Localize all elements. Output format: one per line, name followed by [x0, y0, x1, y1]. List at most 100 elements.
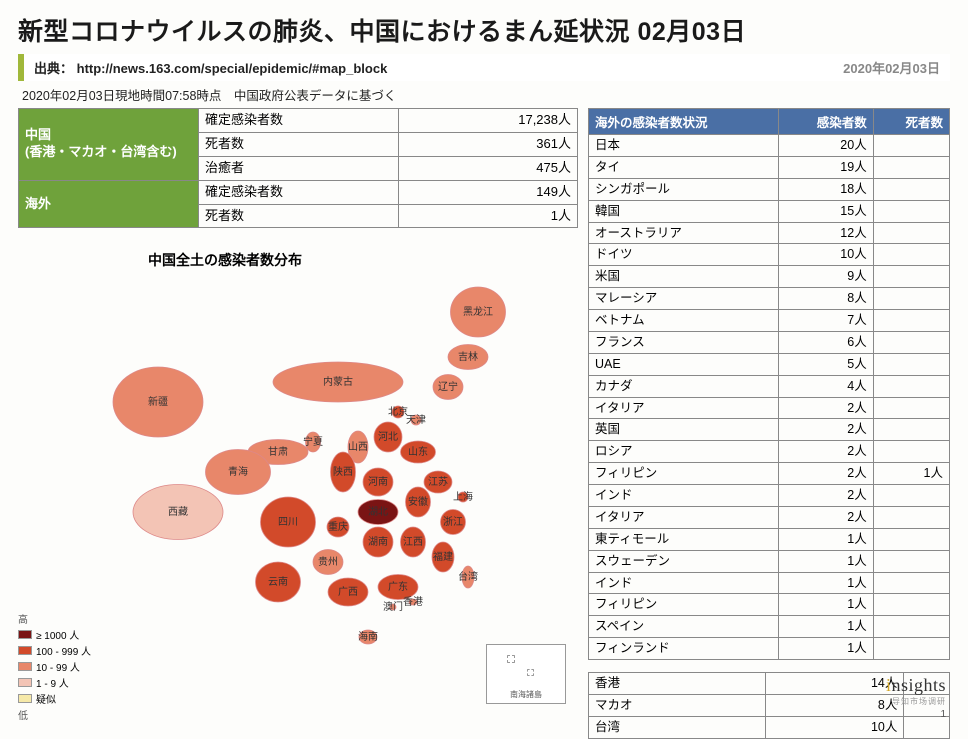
- table-row: スウェーデン1人: [589, 550, 950, 572]
- country-cell: ドイツ: [589, 244, 779, 266]
- province-江西: [401, 527, 426, 557]
- source-label: 出典：: [34, 61, 73, 76]
- province-台湾: [462, 566, 474, 588]
- province-黑龙江: [451, 287, 506, 337]
- table-row: イタリア2人: [589, 397, 950, 419]
- table-row: カナダ4人: [589, 375, 950, 397]
- deaths-cell: [873, 353, 949, 375]
- country-cell: イタリア: [589, 506, 779, 528]
- deaths-cell: [873, 375, 949, 397]
- map-inset: 南海諸島: [486, 644, 566, 704]
- legend-row: 10 - 99 人: [18, 659, 91, 674]
- province-内蒙古: [273, 362, 403, 402]
- table-row: フィリピン1人: [589, 594, 950, 616]
- country-cell: インド: [589, 572, 779, 594]
- summary-value: 149人: [399, 180, 578, 204]
- province-山东: [401, 441, 436, 463]
- cases-cell: 20人: [778, 135, 873, 157]
- deaths-cell: [873, 528, 949, 550]
- legend-row: 100 - 999 人: [18, 643, 91, 658]
- province-贵州: [313, 550, 343, 575]
- footer: insights 导知市场调研 1: [886, 675, 946, 720]
- country-cell: オーストラリア: [589, 222, 779, 244]
- cases-cell: 19人: [778, 156, 873, 178]
- cases-cell: 2人: [778, 397, 873, 419]
- china-map: 中国全土の感染者数分布 黑龙江吉林辽宁内蒙古北京天津河北山西山东河南江苏安徽上海…: [18, 242, 578, 722]
- country-cell: UAE: [589, 353, 779, 375]
- province-新疆: [113, 367, 203, 437]
- country-cell: フィンランド: [589, 638, 779, 660]
- province-浙江: [441, 510, 466, 535]
- province-香港: [409, 599, 417, 605]
- country-cell: 東ティモール: [589, 528, 779, 550]
- country-cell: 日本: [589, 135, 779, 157]
- table-row: 韓国15人: [589, 200, 950, 222]
- deaths-cell: [873, 550, 949, 572]
- table-row: ドイツ10人: [589, 244, 950, 266]
- province-宁夏: [306, 432, 321, 452]
- deaths-cell: [873, 441, 949, 463]
- brand-logo: insights: [886, 675, 946, 696]
- cases-cell: 2人: [778, 506, 873, 528]
- legend-label: 10 - 99 人: [36, 659, 80, 674]
- legend-swatch: [18, 662, 32, 671]
- province-河南: [363, 468, 393, 496]
- table-row: フィンランド1人: [589, 638, 950, 660]
- deaths-cell: [873, 222, 949, 244]
- province-西藏: [133, 485, 223, 540]
- cases-cell: 1人: [778, 572, 873, 594]
- deaths-cell: [873, 156, 949, 178]
- deaths-cell: [873, 485, 949, 507]
- cases-cell: 5人: [778, 353, 873, 375]
- table-row: 英国2人: [589, 419, 950, 441]
- legend-swatch: [18, 630, 32, 639]
- province-四川: [261, 497, 316, 547]
- province-辽宁: [433, 375, 463, 400]
- province-江苏: [424, 471, 452, 493]
- table-row: シンガポール18人: [589, 178, 950, 200]
- region-cell: 中国(香港・マカオ・台湾含む): [19, 109, 199, 181]
- cases-cell: 9人: [778, 266, 873, 288]
- table-row: ベトナム7人: [589, 310, 950, 332]
- province-广东: [378, 575, 418, 600]
- country-cell: 米国: [589, 266, 779, 288]
- cases-cell: 2人: [778, 463, 873, 485]
- deaths-cell: [873, 178, 949, 200]
- province-青海: [206, 450, 271, 495]
- ov-header: 死者数: [873, 109, 949, 135]
- deaths-cell: [873, 594, 949, 616]
- cases-cell: 10人: [766, 716, 904, 738]
- country-cell: マレーシア: [589, 288, 779, 310]
- legend-low: 低: [18, 707, 91, 722]
- country-cell: ベトナム: [589, 310, 779, 332]
- country-cell: タイ: [589, 156, 779, 178]
- legend-row: ≥ 1000 人: [18, 627, 91, 642]
- deaths-cell: [873, 244, 949, 266]
- province-陕西: [331, 452, 356, 492]
- province-湖北: [358, 500, 398, 525]
- cases-cell: 14人: [766, 673, 904, 695]
- header-date: 2020年02月03日: [843, 58, 940, 77]
- table-row: フランス6人: [589, 331, 950, 353]
- province-福建: [432, 542, 454, 572]
- legend-swatch: [18, 646, 32, 655]
- source-text: 出典： http://news.163.com/special/epidemic…: [34, 58, 387, 77]
- source-bar: 出典： http://news.163.com/special/epidemic…: [18, 54, 950, 81]
- table-row: オーストラリア12人: [589, 222, 950, 244]
- legend-row: 疑似: [18, 691, 91, 706]
- province-海南: [359, 630, 377, 644]
- deaths-cell: 1人: [873, 463, 949, 485]
- country-cell: インド: [589, 485, 779, 507]
- summary-label: 死者数: [199, 132, 399, 156]
- summary-value: 475人: [399, 156, 578, 180]
- deaths-cell: [873, 288, 949, 310]
- cases-cell: 2人: [778, 441, 873, 463]
- cases-cell: 6人: [778, 331, 873, 353]
- province-吉林: [448, 345, 488, 370]
- map-legend: 高≥ 1000 人100 - 999 人10 - 99 人1 - 9 人疑似低: [18, 611, 91, 722]
- table-row: 米国9人: [589, 266, 950, 288]
- cases-cell: 1人: [778, 638, 873, 660]
- country-cell: 香港: [589, 673, 766, 695]
- summary-label: 確定感染者数: [199, 109, 399, 133]
- cases-cell: 4人: [778, 375, 873, 397]
